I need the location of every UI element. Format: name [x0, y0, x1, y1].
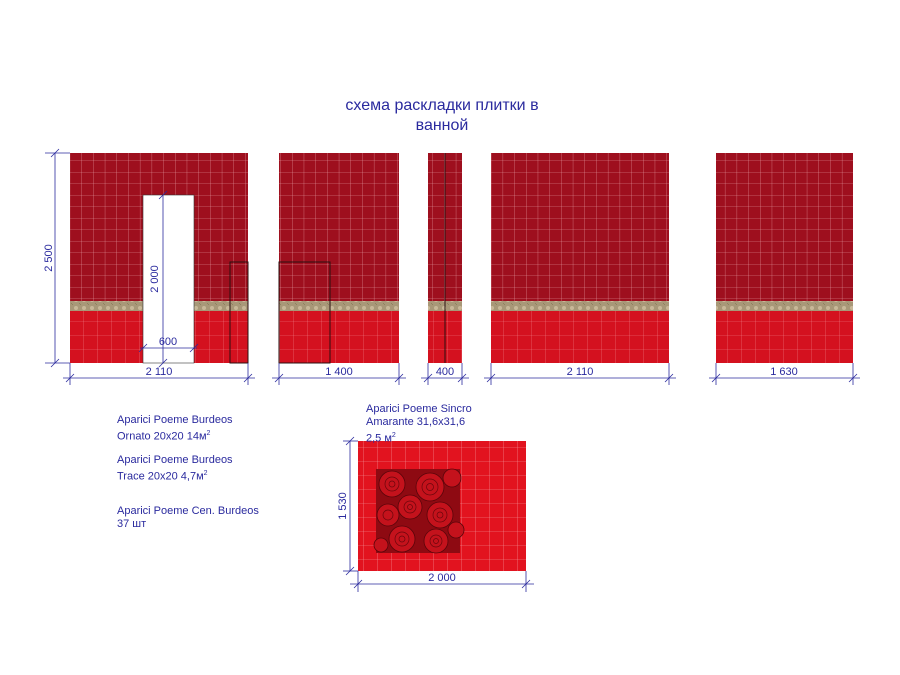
material-1-line-1: Aparici Poeme Burdeos: [117, 414, 233, 426]
wall-1-niche: [229, 261, 249, 364]
material-1-sup: 2: [206, 430, 211, 437]
material-2-line-2: Trace 20x20 4,7м: [117, 470, 204, 483]
wall-4-width-label: 2 110: [567, 366, 594, 378]
rose-panel: [373, 468, 465, 554]
material-2-line-1: Aparici Poeme Burdeos: [117, 454, 233, 466]
wall-1-height-label: 2 500: [43, 244, 55, 272]
wall-1: [70, 153, 249, 364]
wall-5: [716, 153, 853, 363]
diagram-title: схема раскладки плитки в ванной: [300, 96, 584, 136]
material-note-3: Aparici Poeme Cen. Burdeos 37 шт: [117, 505, 259, 531]
material-2-sup: 2: [203, 470, 208, 477]
material-1-line-2: Ornato 20x20 14м: [117, 430, 207, 443]
wall-3: [428, 153, 462, 363]
wall-1-width-label: 2 110: [146, 366, 173, 378]
title-line-2: ванной: [415, 117, 469, 134]
title-line-1: схема раскладки плитки в: [345, 97, 539, 114]
floor-material-note: Aparici Poeme Sincro Amarante 31,6x31,6 …: [366, 403, 472, 446]
floor-height-label: 1 530: [337, 492, 349, 520]
door-opening: [142, 194, 195, 364]
floor-material-sup: 2: [391, 432, 396, 439]
floor-width-label: 2 000: [428, 572, 456, 584]
floor-material-line-3: 2,5 м: [366, 432, 392, 445]
dimension-lines: [45, 148, 860, 592]
material-3-line-1: Aparici Poeme Cen. Burdeos: [117, 505, 259, 517]
material-note-2: Aparici Poeme Burdeos Trace 20x20 4,7м2: [117, 454, 233, 484]
wall-2-niche: [278, 261, 331, 364]
floor-material-line-1: Aparici Poeme Sincro: [366, 403, 472, 415]
wall-3-width-label: 400: [436, 366, 454, 378]
wall-2-width-label: 1 400: [325, 366, 353, 378]
wall-2: [278, 153, 399, 364]
floor-material-line-2: Amarante 31,6x31,6: [366, 416, 466, 428]
door-width-label: 600: [159, 336, 177, 348]
wall-4: [491, 153, 669, 363]
door-height-label: 2 000: [149, 265, 161, 293]
material-note-1: Aparici Poeme Burdeos Ornato 20x20 14м2: [117, 414, 233, 444]
floor-plan: [358, 441, 526, 571]
wall-5-width-label: 1 630: [770, 366, 798, 378]
material-3-line-2: 37 шт: [117, 518, 147, 530]
